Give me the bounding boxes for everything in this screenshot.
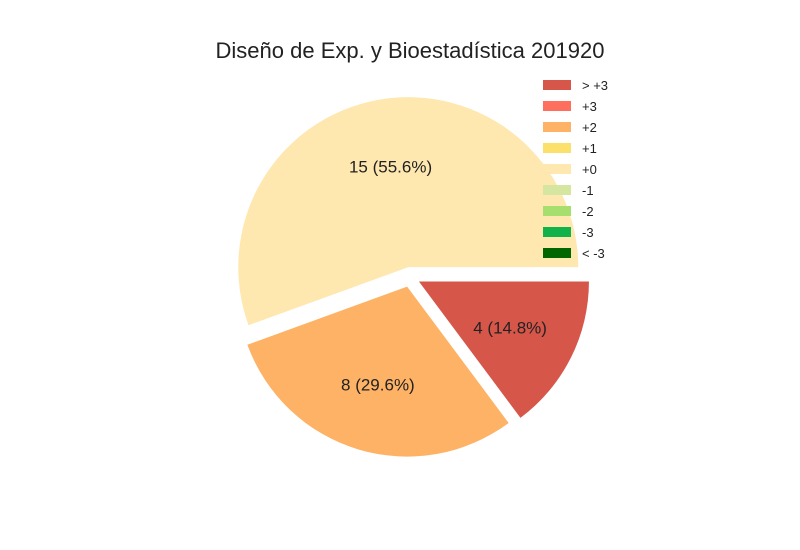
legend-label-7: -2	[582, 204, 594, 219]
legend: > +3 +3 +2 +1 +0 -1 -2 -3 < -3	[543, 78, 608, 261]
legend-swatch-3	[543, 122, 571, 132]
pie-slice-1	[418, 281, 589, 418]
legend-label-1: > +3	[582, 78, 608, 93]
pie-slice-labels: 4 (14.8%) 8 (29.6%) 15 (55.6%)	[341, 158, 547, 395]
pie-slices	[238, 97, 589, 457]
legend-swatch-1	[543, 80, 571, 90]
pie-slice-3	[238, 97, 579, 326]
legend-swatch-8	[543, 227, 571, 237]
legend-label-3: +2	[582, 120, 597, 135]
slice-label-2: 8 (29.6%)	[341, 375, 415, 394]
legend-swatch-6	[543, 185, 571, 195]
legend-swatch-7	[543, 206, 571, 216]
chart-title: Diseño de Exp. y Bioestadística 201920	[216, 38, 605, 63]
legend-swatch-9	[543, 248, 571, 258]
legend-swatch-5	[543, 164, 571, 174]
legend-label-5: +0	[582, 162, 597, 177]
legend-swatch-2	[543, 101, 571, 111]
legend-label-8: -3	[582, 225, 594, 240]
slice-label-1: 4 (14.8%)	[473, 318, 547, 337]
legend-label-4: +1	[582, 141, 597, 156]
legend-label-9: < -3	[582, 246, 605, 261]
pie-slice-2	[247, 286, 509, 457]
legend-label-6: -1	[582, 183, 594, 198]
slice-label-3: 15 (55.6%)	[349, 158, 432, 177]
legend-swatch-4	[543, 143, 571, 153]
legend-label-2: +3	[582, 99, 597, 114]
